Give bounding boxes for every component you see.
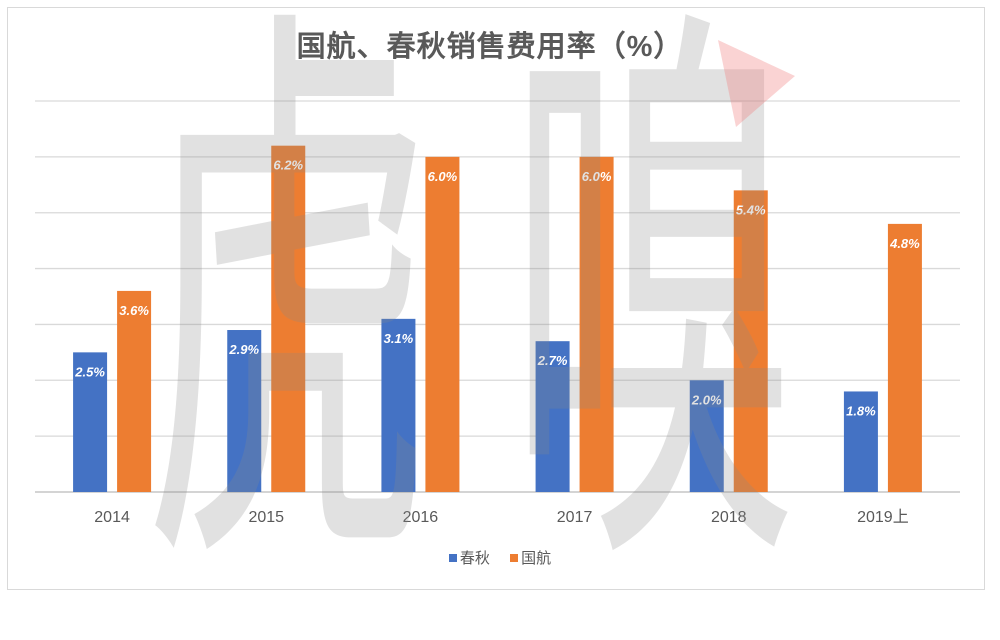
legend-label: 国航 (521, 550, 552, 567)
bar-series-1 (535, 341, 570, 492)
chart-frame (7, 7, 985, 590)
x-tick-label: 2017 (557, 509, 593, 526)
legend-item-series-1: 春秋 (448, 549, 490, 569)
legend-label: 春秋 (459, 550, 490, 567)
bar-series-2 (425, 156, 460, 492)
data-label: 1.8% (846, 403, 876, 418)
legend-item-series-2: 国航 (510, 549, 551, 569)
x-tick-label: 2019上 (857, 508, 909, 526)
bar-series-1 (381, 318, 416, 492)
x-tick-label: 2016 (403, 509, 439, 526)
data-label: 5.4% (736, 202, 766, 217)
bar-series-2 (579, 156, 614, 492)
x-tick-label: 2015 (248, 509, 284, 526)
data-label: 2.7% (537, 353, 568, 368)
plot-area: 2.5% 3.6% 2014 2.9% 6.2% 2015 3.1% 6.0% 2016 2.7%… (35, 100, 960, 526)
x-tick-label: 2014 (94, 509, 130, 526)
chart-title: 国航、春秋销售费用率（%） (296, 31, 684, 63)
data-label: 2.5% (74, 364, 105, 379)
data-label: 3.1% (384, 331, 414, 346)
x-tick-label: 2018 (711, 509, 747, 526)
legend: 春秋 国航 (0, 549, 1000, 569)
data-label: 3.6% (119, 303, 149, 318)
bar-series-2 (887, 223, 922, 492)
legend-swatch (448, 554, 457, 563)
bar-series-2 (271, 145, 306, 492)
data-label: 4.8% (889, 236, 920, 251)
bar-series-2 (733, 190, 768, 492)
bar-series-1 (227, 330, 262, 492)
data-label: 6.0% (428, 169, 458, 184)
legend-swatch (510, 554, 519, 563)
data-label: 6.0% (582, 169, 612, 184)
data-label: 6.2% (273, 158, 303, 173)
bar-series-1 (843, 391, 878, 492)
bar-series-1 (689, 380, 724, 492)
bar-series-2 (117, 290, 152, 492)
data-label: 2.9% (228, 342, 259, 357)
data-label: 2.0% (691, 392, 722, 407)
bar-series-1 (73, 352, 108, 492)
